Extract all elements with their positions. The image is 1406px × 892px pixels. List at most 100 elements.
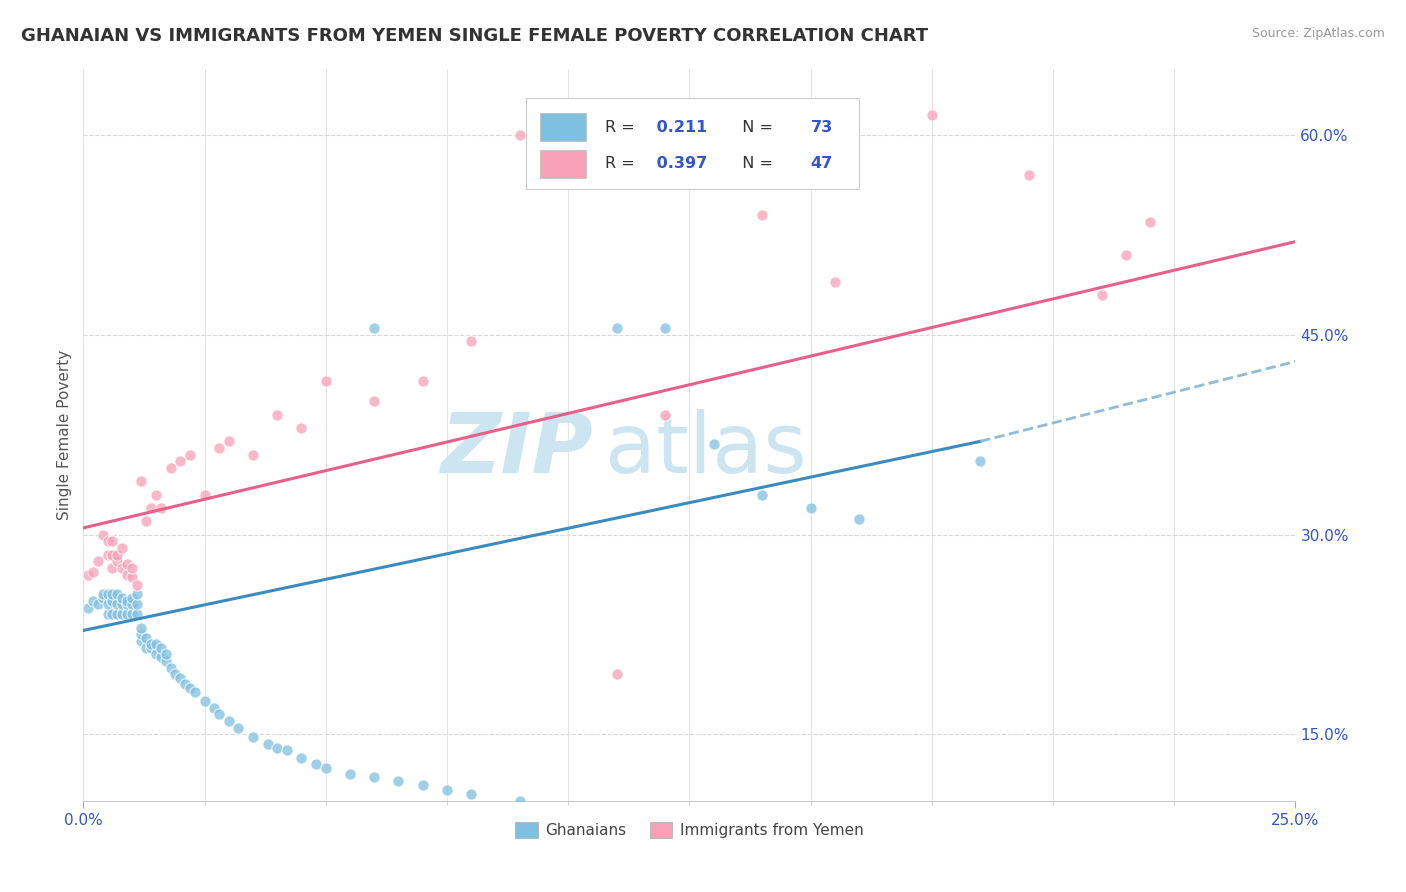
Text: Source: ZipAtlas.com: Source: ZipAtlas.com xyxy=(1251,27,1385,40)
Point xyxy=(266,740,288,755)
Point xyxy=(149,650,172,665)
Point xyxy=(131,627,153,641)
Point xyxy=(208,707,231,722)
Point xyxy=(557,102,579,116)
Point xyxy=(101,534,124,549)
Point xyxy=(290,751,312,765)
Point xyxy=(115,567,138,582)
Point xyxy=(460,334,482,349)
Point xyxy=(363,770,385,784)
Text: ZIP: ZIP xyxy=(440,409,592,490)
Point xyxy=(654,321,676,335)
Point xyxy=(1115,248,1137,262)
Point xyxy=(703,437,725,451)
Point xyxy=(121,597,143,611)
Point xyxy=(135,632,157,646)
Point xyxy=(125,597,148,611)
Point xyxy=(149,500,172,515)
Legend: Ghanaians, Immigrants from Yemen: Ghanaians, Immigrants from Yemen xyxy=(509,816,870,845)
Point xyxy=(121,561,143,575)
Point xyxy=(824,275,846,289)
Point xyxy=(202,700,225,714)
Point xyxy=(125,587,148,601)
Point xyxy=(96,534,118,549)
Point xyxy=(509,794,531,808)
Point xyxy=(105,597,128,611)
Text: R =: R = xyxy=(605,156,640,171)
Text: 0.211: 0.211 xyxy=(651,120,707,135)
Point xyxy=(256,737,278,751)
Point xyxy=(1139,214,1161,228)
Point xyxy=(557,148,579,162)
Point xyxy=(155,648,177,662)
Point xyxy=(228,721,250,735)
Point xyxy=(412,778,434,792)
Point xyxy=(184,684,207,698)
FancyBboxPatch shape xyxy=(526,98,859,189)
Point xyxy=(145,488,167,502)
Text: N =: N = xyxy=(731,120,778,135)
Point xyxy=(169,672,191,686)
Point xyxy=(111,591,134,606)
Point xyxy=(141,640,163,655)
Y-axis label: Single Female Poverty: Single Female Poverty xyxy=(58,350,72,520)
Point xyxy=(159,661,181,675)
Text: GHANAIAN VS IMMIGRANTS FROM YEMEN SINGLE FEMALE POVERTY CORRELATION CHART: GHANAIAN VS IMMIGRANTS FROM YEMEN SINGLE… xyxy=(21,27,928,45)
Point xyxy=(208,441,231,455)
Point xyxy=(125,578,148,592)
Point xyxy=(276,743,298,757)
Point xyxy=(800,500,823,515)
Point xyxy=(339,767,361,781)
Point xyxy=(91,527,114,541)
Point xyxy=(460,787,482,801)
Point xyxy=(111,541,134,555)
Point xyxy=(105,554,128,568)
Point xyxy=(82,594,104,608)
Point xyxy=(193,694,215,708)
Point xyxy=(751,488,773,502)
FancyBboxPatch shape xyxy=(540,113,586,141)
Point xyxy=(179,681,201,695)
Point xyxy=(101,594,124,608)
Point xyxy=(290,421,312,435)
Point xyxy=(105,587,128,601)
Point xyxy=(654,408,676,422)
Point xyxy=(1090,288,1112,302)
Point xyxy=(96,597,118,611)
Point xyxy=(115,607,138,622)
FancyBboxPatch shape xyxy=(540,150,586,178)
Point xyxy=(77,600,100,615)
Point xyxy=(135,514,157,528)
Text: R =: R = xyxy=(605,120,640,135)
Point xyxy=(509,128,531,142)
Point xyxy=(1018,168,1040,182)
Point xyxy=(218,434,240,449)
Point xyxy=(606,321,628,335)
Point xyxy=(105,607,128,622)
Point xyxy=(115,557,138,571)
Point xyxy=(179,448,201,462)
Point xyxy=(96,548,118,562)
Point xyxy=(91,587,114,601)
Point xyxy=(242,448,264,462)
Text: 0.397: 0.397 xyxy=(651,156,707,171)
Point xyxy=(87,554,110,568)
Point xyxy=(165,667,187,681)
Point xyxy=(315,375,337,389)
Point xyxy=(149,640,172,655)
Point xyxy=(131,475,153,489)
Point xyxy=(242,730,264,744)
Point xyxy=(131,634,153,648)
Point xyxy=(848,511,870,525)
Point xyxy=(141,500,163,515)
Point xyxy=(606,667,628,681)
Point xyxy=(141,637,163,651)
Point xyxy=(155,654,177,668)
Point xyxy=(363,321,385,335)
Point xyxy=(111,561,134,575)
Point xyxy=(111,607,134,622)
Point xyxy=(115,594,138,608)
Point xyxy=(159,461,181,475)
Point xyxy=(101,587,124,601)
Point xyxy=(125,607,148,622)
